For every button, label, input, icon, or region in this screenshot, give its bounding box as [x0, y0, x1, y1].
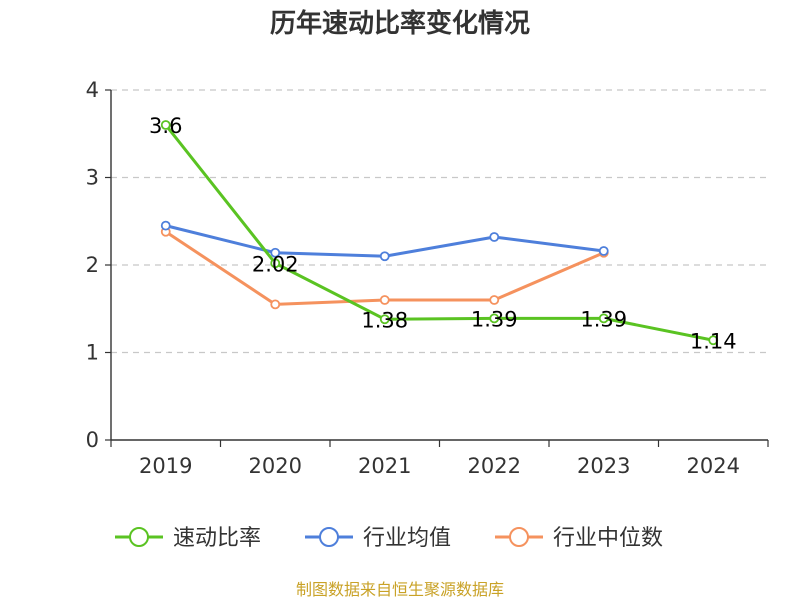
legend-item[interactable]: 速动比率	[115, 526, 261, 551]
data-point	[160, 120, 171, 130]
data-label: 3.6	[149, 114, 182, 138]
chart-title: 历年速动比率变化情况	[270, 8, 530, 39]
legend-marker-icon	[129, 527, 149, 547]
data-point	[270, 258, 281, 269]
legend: 速动比率 行业均值 行业中位数	[115, 526, 663, 551]
source-note: 制图数据来自恒生聚源数据库	[296, 580, 504, 599]
x-tick-label: 2022	[468, 454, 521, 478]
data-labels: 3.6 2.02 1.38 1.39 1.39 1.14	[149, 114, 737, 353]
data-label: 1.38	[361, 308, 408, 332]
axes: 0 1 2 3 4 2019 2020 2021 2022 2023 2024	[86, 78, 769, 478]
x-tick-label: 2021	[358, 454, 411, 478]
x-tick-label: 2023	[577, 454, 630, 478]
data-point	[379, 314, 390, 325]
data-point	[489, 313, 500, 324]
y-tick-label: 0	[86, 428, 99, 452]
data-point	[160, 220, 171, 231]
legend-marker-icon	[509, 527, 529, 547]
grid	[111, 89, 768, 354]
y-tick-label: 2	[86, 253, 99, 277]
y-tick-label: 1	[86, 341, 99, 365]
data-point	[379, 295, 390, 305]
data-label: 2.02	[252, 252, 299, 276]
legend-item[interactable]: 行业均值	[305, 526, 451, 551]
y-tick-label: 3	[86, 166, 99, 190]
legend-label: 行业均值	[363, 526, 451, 551]
data-label: 1.14	[690, 329, 737, 353]
legend-label: 速动比率	[173, 526, 261, 551]
data-point	[598, 313, 609, 324]
series-lines	[160, 120, 719, 346]
data-point	[270, 247, 281, 258]
data-label: 1.39	[580, 307, 627, 331]
data-point	[379, 251, 390, 262]
series-line	[164, 124, 714, 342]
data-point	[489, 295, 500, 305]
data-point	[270, 299, 281, 310]
legend-item[interactable]: 行业中位数	[495, 526, 663, 551]
data-point	[489, 232, 500, 242]
legend-marker-icon	[319, 527, 339, 547]
data-point	[708, 335, 719, 346]
legend-label: 行业中位数	[553, 526, 663, 551]
data-point	[598, 246, 609, 256]
x-tick-label: 2024	[687, 454, 740, 478]
x-tick-label: 2019	[139, 454, 192, 478]
data-label: 1.39	[471, 307, 518, 331]
x-tick-label: 2020	[249, 454, 302, 478]
y-tick-label: 4	[86, 78, 99, 102]
